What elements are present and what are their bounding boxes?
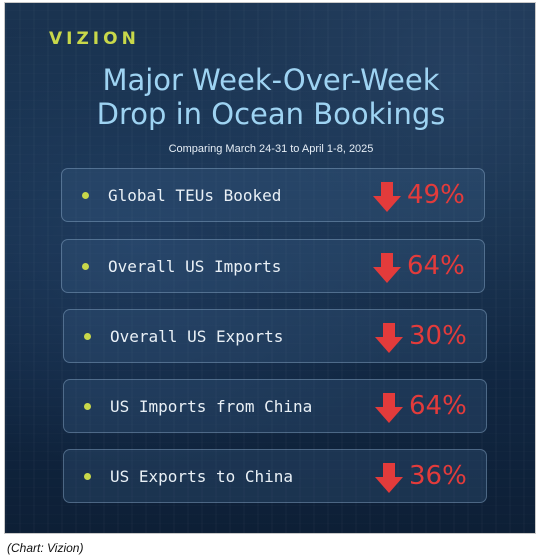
stat-label: Global TEUs Booked (108, 186, 282, 205)
stat-row-us-exports: Overall US Exports 30% (63, 309, 487, 363)
stat-value: 64% (407, 251, 465, 281)
stat-row-us-exports-china: US Exports to China 36% (63, 449, 487, 503)
brand-logo: VIZION (49, 29, 140, 49)
down-arrow-icon (373, 182, 401, 212)
bullet-dot-icon (84, 473, 91, 480)
stat-row-us-imports: Overall US Imports 64% (61, 239, 485, 293)
stat-value: 64% (409, 391, 467, 421)
stat-label: US Imports from China (110, 397, 313, 416)
infographic: VIZION Major Week-Over-Week Drop in Ocea… (4, 2, 536, 534)
down-arrow-icon (373, 253, 401, 283)
down-arrow-icon (375, 463, 403, 493)
stat-label: Overall US Imports (108, 257, 282, 276)
title-line-1: Major Week-Over-Week (102, 63, 440, 97)
infographic-title: Major Week-Over-Week Drop in Ocean Booki… (5, 63, 535, 131)
down-arrow-icon (375, 323, 403, 353)
bullet-dot-icon (82, 192, 89, 199)
stat-label: Overall US Exports (110, 327, 284, 346)
stat-value: 49% (407, 180, 465, 210)
title-line-2: Drop in Ocean Bookings (96, 97, 446, 131)
stat-row-us-imports-china: US Imports from China 64% (63, 379, 487, 433)
down-arrow-icon (375, 393, 403, 423)
infographic-subtitle: Comparing March 24-31 to April 1-8, 2025 (168, 143, 374, 155)
stat-row-global-teus: Global TEUs Booked 49% (61, 168, 485, 222)
stat-value: 30% (409, 321, 467, 351)
chart-caption: (Chart: Vizion) (7, 541, 84, 555)
stat-value: 36% (409, 461, 467, 491)
bullet-dot-icon (82, 263, 89, 270)
bullet-dot-icon (84, 333, 91, 340)
stat-label: US Exports to China (110, 467, 294, 486)
bullet-dot-icon (84, 403, 91, 410)
